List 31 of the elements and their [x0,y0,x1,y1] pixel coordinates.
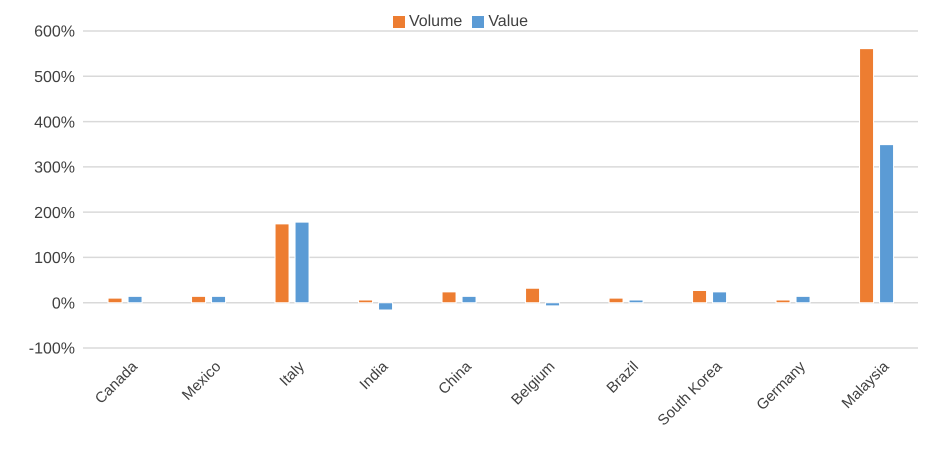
bar [628,299,644,304]
bar [191,296,206,304]
x-tick-label: Italy [276,358,308,390]
y-tick-label: 400% [34,114,75,132]
bar [776,299,791,304]
bar [545,302,560,306]
bar [525,288,540,304]
bar [442,291,457,304]
bar [128,296,143,304]
y-tick-label: -100% [28,340,75,358]
bar [462,296,477,304]
y-tick-label: 200% [34,204,75,222]
bar [378,302,394,310]
bar [608,298,624,304]
y-tick-label: 0% [52,295,75,312]
bar [358,299,374,304]
y-tick-label: 300% [34,160,75,177]
bar [211,296,226,304]
bar [712,291,728,304]
bar [108,298,123,304]
bar [692,290,708,304]
y-tick-label: 500% [34,68,75,86]
y-tick-label: 600% [34,24,75,41]
bar [859,48,874,304]
y-tick-label: 100% [34,250,75,268]
bar [796,296,811,304]
legend-label: Volume [408,13,462,30]
bar [294,222,310,304]
bar [274,223,290,304]
bar [879,144,894,304]
legend-label: Value [488,13,528,30]
